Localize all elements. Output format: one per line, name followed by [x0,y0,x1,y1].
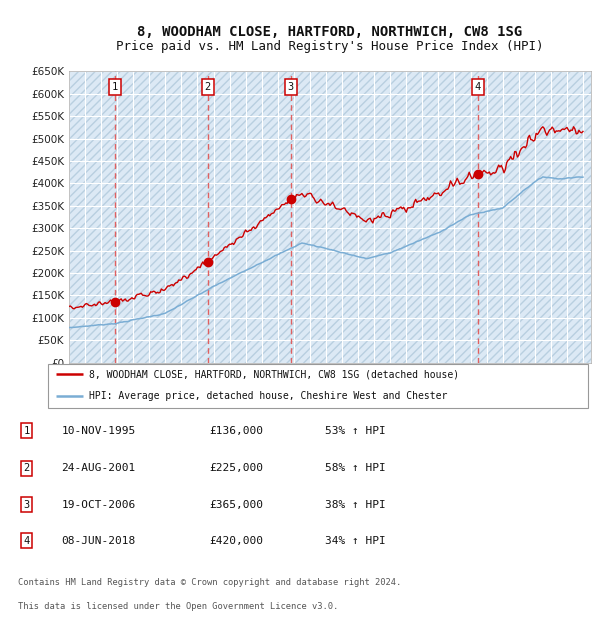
Text: £225,000: £225,000 [209,464,263,474]
Text: 08-JUN-2018: 08-JUN-2018 [61,536,136,546]
Text: HPI: Average price, detached house, Cheshire West and Chester: HPI: Average price, detached house, Ches… [89,391,447,401]
Text: 38% ↑ HPI: 38% ↑ HPI [325,500,385,510]
Text: 2: 2 [23,464,29,474]
Text: £136,000: £136,000 [209,426,263,436]
Text: 3: 3 [23,500,29,510]
Text: 8, WOODHAM CLOSE, HARTFORD, NORTHWICH, CW8 1SG (detached house): 8, WOODHAM CLOSE, HARTFORD, NORTHWICH, C… [89,370,459,379]
Text: £420,000: £420,000 [209,536,263,546]
Text: 58% ↑ HPI: 58% ↑ HPI [325,464,385,474]
Text: 1: 1 [23,426,29,436]
Text: 3: 3 [287,82,294,92]
FancyBboxPatch shape [48,363,588,408]
Text: 24-AUG-2001: 24-AUG-2001 [61,464,136,474]
Text: 4: 4 [23,536,29,546]
Text: 34% ↑ HPI: 34% ↑ HPI [325,536,385,546]
Text: 8, WOODHAM CLOSE, HARTFORD, NORTHWICH, CW8 1SG: 8, WOODHAM CLOSE, HARTFORD, NORTHWICH, C… [137,25,523,39]
Text: Price paid vs. HM Land Registry's House Price Index (HPI): Price paid vs. HM Land Registry's House … [116,40,544,53]
Text: 2: 2 [205,82,211,92]
Text: This data is licensed under the Open Government Licence v3.0.: This data is licensed under the Open Gov… [18,603,338,611]
Text: 10-NOV-1995: 10-NOV-1995 [61,426,136,436]
Text: Contains HM Land Registry data © Crown copyright and database right 2024.: Contains HM Land Registry data © Crown c… [18,578,401,587]
Text: £365,000: £365,000 [209,500,263,510]
Text: 1: 1 [112,82,118,92]
Text: 4: 4 [475,82,481,92]
Text: 53% ↑ HPI: 53% ↑ HPI [325,426,385,436]
Text: 19-OCT-2006: 19-OCT-2006 [61,500,136,510]
